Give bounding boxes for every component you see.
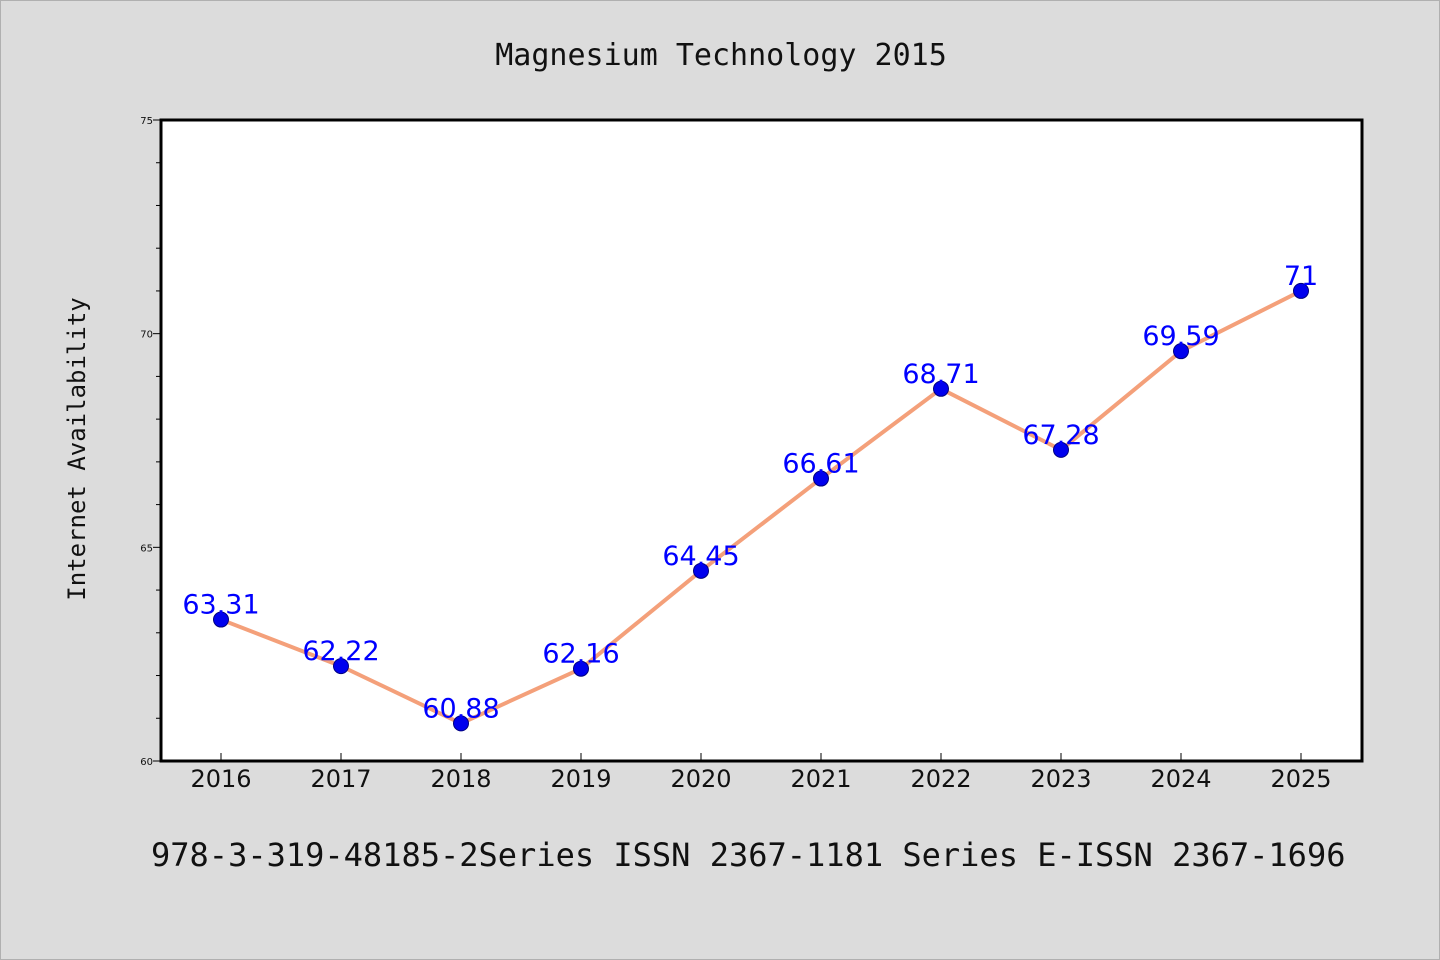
x-axis: 2016 2017 2018 2019 2020 2021 2022 2023 2024 2025 [190, 753, 1332, 793]
x-tick-label: 2025 [1270, 765, 1331, 793]
data-label: 62.22 [302, 636, 379, 667]
data-point [453, 715, 469, 732]
data-point [933, 380, 949, 397]
chart-title: Magnesium Technology 2015 [495, 38, 947, 73]
data-label: 66.61 [782, 449, 859, 480]
data-point [1173, 343, 1189, 360]
y-tick-label: 75 [140, 116, 153, 127]
x-tick-label: 2023 [1030, 765, 1091, 793]
x-tick-label: 2022 [910, 765, 971, 793]
y-axis-label: Internet Availability [63, 297, 91, 600]
data-point [333, 658, 349, 675]
data-label: 69.59 [1142, 321, 1219, 352]
data-label: 62.16 [542, 639, 619, 670]
x-tick-label: 2020 [670, 765, 731, 793]
x-tick-label: 2019 [550, 765, 611, 793]
data-point [1293, 282, 1309, 299]
y-tick-label: 60 [140, 757, 153, 768]
data-label: 63.31 [182, 590, 259, 621]
y-tick-label: 70 [140, 330, 153, 341]
series-line [219, 288, 1303, 726]
data-label: 67.28 [1022, 420, 1099, 451]
series-group: 63.31 62.22 60.88 62.16 64.45 66.61 68.71 67.28… [182, 261, 1318, 732]
data-label: 60.88 [422, 693, 499, 724]
y-tick-label: 65 [140, 543, 153, 554]
y-axis: 60 65 70 75 [140, 116, 161, 768]
footer-isbn-issn: 978-3-319-48185-2Series ISSN 2367-1181 S… [151, 836, 1345, 874]
data-point [213, 611, 229, 628]
x-tick-label: 2016 [190, 765, 251, 793]
data-point [1053, 441, 1069, 458]
data-label: 68.71 [902, 359, 979, 390]
data-point [813, 470, 829, 487]
data-point [693, 562, 709, 579]
x-tick-label: 2024 [1150, 765, 1211, 793]
x-tick-label: 2021 [790, 765, 851, 793]
x-tick-label: 2018 [430, 765, 491, 793]
data-label: 64.45 [662, 541, 739, 572]
x-tick-label: 2017 [310, 765, 371, 793]
data-label: 71 [1284, 261, 1318, 292]
data-point [573, 660, 589, 677]
plot-area [159, 118, 1364, 763]
